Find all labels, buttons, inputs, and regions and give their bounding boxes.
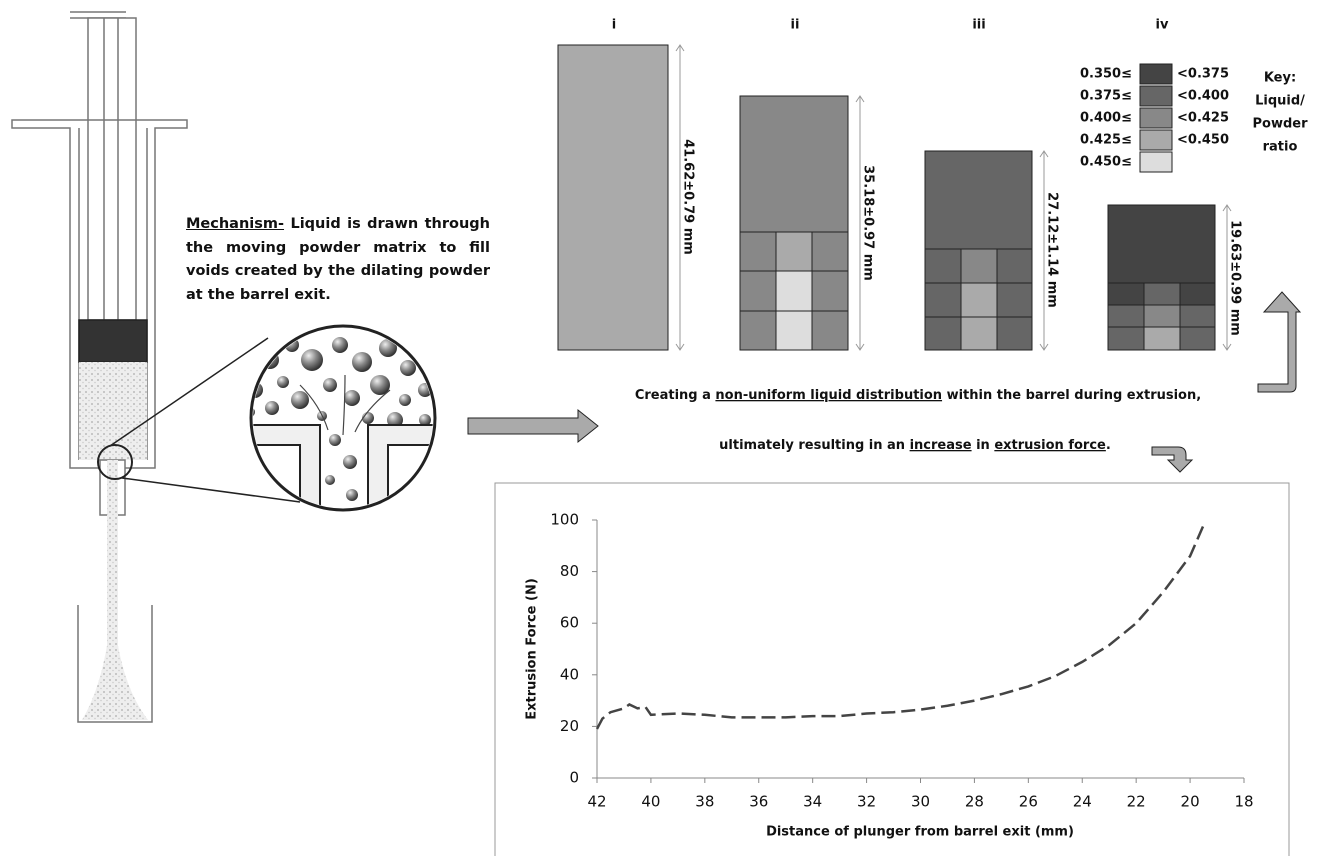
y-tick-label: 20 [560,717,579,735]
x-tick-label: 20 [1181,793,1200,811]
dimension-label: 41.62±0.79 mm [681,139,696,255]
key-upper: <0.400 [1177,89,1229,104]
key-upper: <0.425 [1177,111,1229,126]
x-tick-label: 42 [587,793,606,811]
y-tick-label: 60 [560,614,579,632]
key-title: ratio [1263,140,1298,155]
x-tick-label: 26 [1019,793,1038,811]
mechanism-text: Mechanism- Liquid is drawn through the m… [186,213,490,307]
dimension-label: 27.12±1.14 mm [1045,192,1060,308]
x-tick-label: 36 [749,793,768,811]
key-swatch [1140,130,1172,150]
dimension-label: 35.18±0.97 mm [861,165,876,281]
caption-segment: Creating a [635,388,716,403]
caption-segment: ultimately resulting in an [719,438,909,453]
y-tick-label: 40 [560,665,579,683]
key-lower: 0.375≤ [1080,89,1132,104]
x-tick-label: 18 [1234,793,1253,811]
key-title: Key: [1264,71,1296,86]
key-lower: 0.350≤ [1080,67,1132,82]
caption: ultimately resulting in an increase in e… [719,438,1111,453]
x-tick-label: 24 [1073,793,1092,811]
syringe [12,12,300,722]
mechanism-label: Mechanism- [186,216,284,232]
key-lower: 0.425≤ [1080,133,1132,148]
key-swatch [1140,108,1172,128]
zoom-view [230,326,460,520]
y-tick-label: 80 [560,562,579,580]
y-axis-label: Extrusion Force (N) [525,578,540,720]
caption-segment: extrusion force [994,438,1106,453]
x-tick-label: 28 [965,793,984,811]
column-label: iii [972,18,985,33]
key-upper: <0.375 [1177,67,1229,82]
y-tick-label: 0 [569,769,579,787]
chart-frame [495,483,1289,856]
key-upper: <0.450 [1177,133,1229,148]
caption-segment: within the barrel during extrusion, [942,388,1201,403]
x-tick-label: 30 [911,793,930,811]
x-tick-label: 34 [803,793,822,811]
figure: 0 20 40 60 80 100 42 40 38 36 34 32 30 28 26 24 22 20 18 Di… [0,0,1320,856]
x-tick-label: 32 [857,793,876,811]
x-axis-label: Distance of plunger from barrel exit (mm… [766,825,1074,840]
x-tick-label: 22 [1127,793,1146,811]
caption-segment: . [1106,438,1111,453]
arrow [468,410,598,442]
caption-segment: increase [910,438,972,453]
page: 0 20 40 60 80 100 42 40 38 36 34 32 30 28 26 24 22 20 18 Di… [0,0,1320,856]
key-swatch [1140,86,1172,106]
column-label: ii [791,18,800,33]
column-label: i [612,18,616,33]
caption-segment: in [972,438,995,453]
y-tick-label: 100 [550,511,579,529]
x-tick-label: 40 [641,793,660,811]
caption-segment: non-uniform liquid distribution [715,388,942,403]
key-title: Liquid/ [1255,94,1305,109]
key-swatch [1140,152,1172,172]
key-lower: 0.450≤ [1080,155,1132,170]
dimension-label: 19.63±0.99 mm [1228,220,1243,336]
caption: Creating a non-uniform liquid distributi… [635,388,1201,403]
chart: 0 20 40 60 80 100 42 40 38 36 34 32 30 28 26 24 22 20 18 Di… [495,483,1289,856]
key-title: Powder [1252,117,1308,132]
x-tick-label: 38 [695,793,714,811]
column-label: iv [1156,18,1169,33]
key-swatch [1140,64,1172,84]
key-lower: 0.400≤ [1080,111,1132,126]
